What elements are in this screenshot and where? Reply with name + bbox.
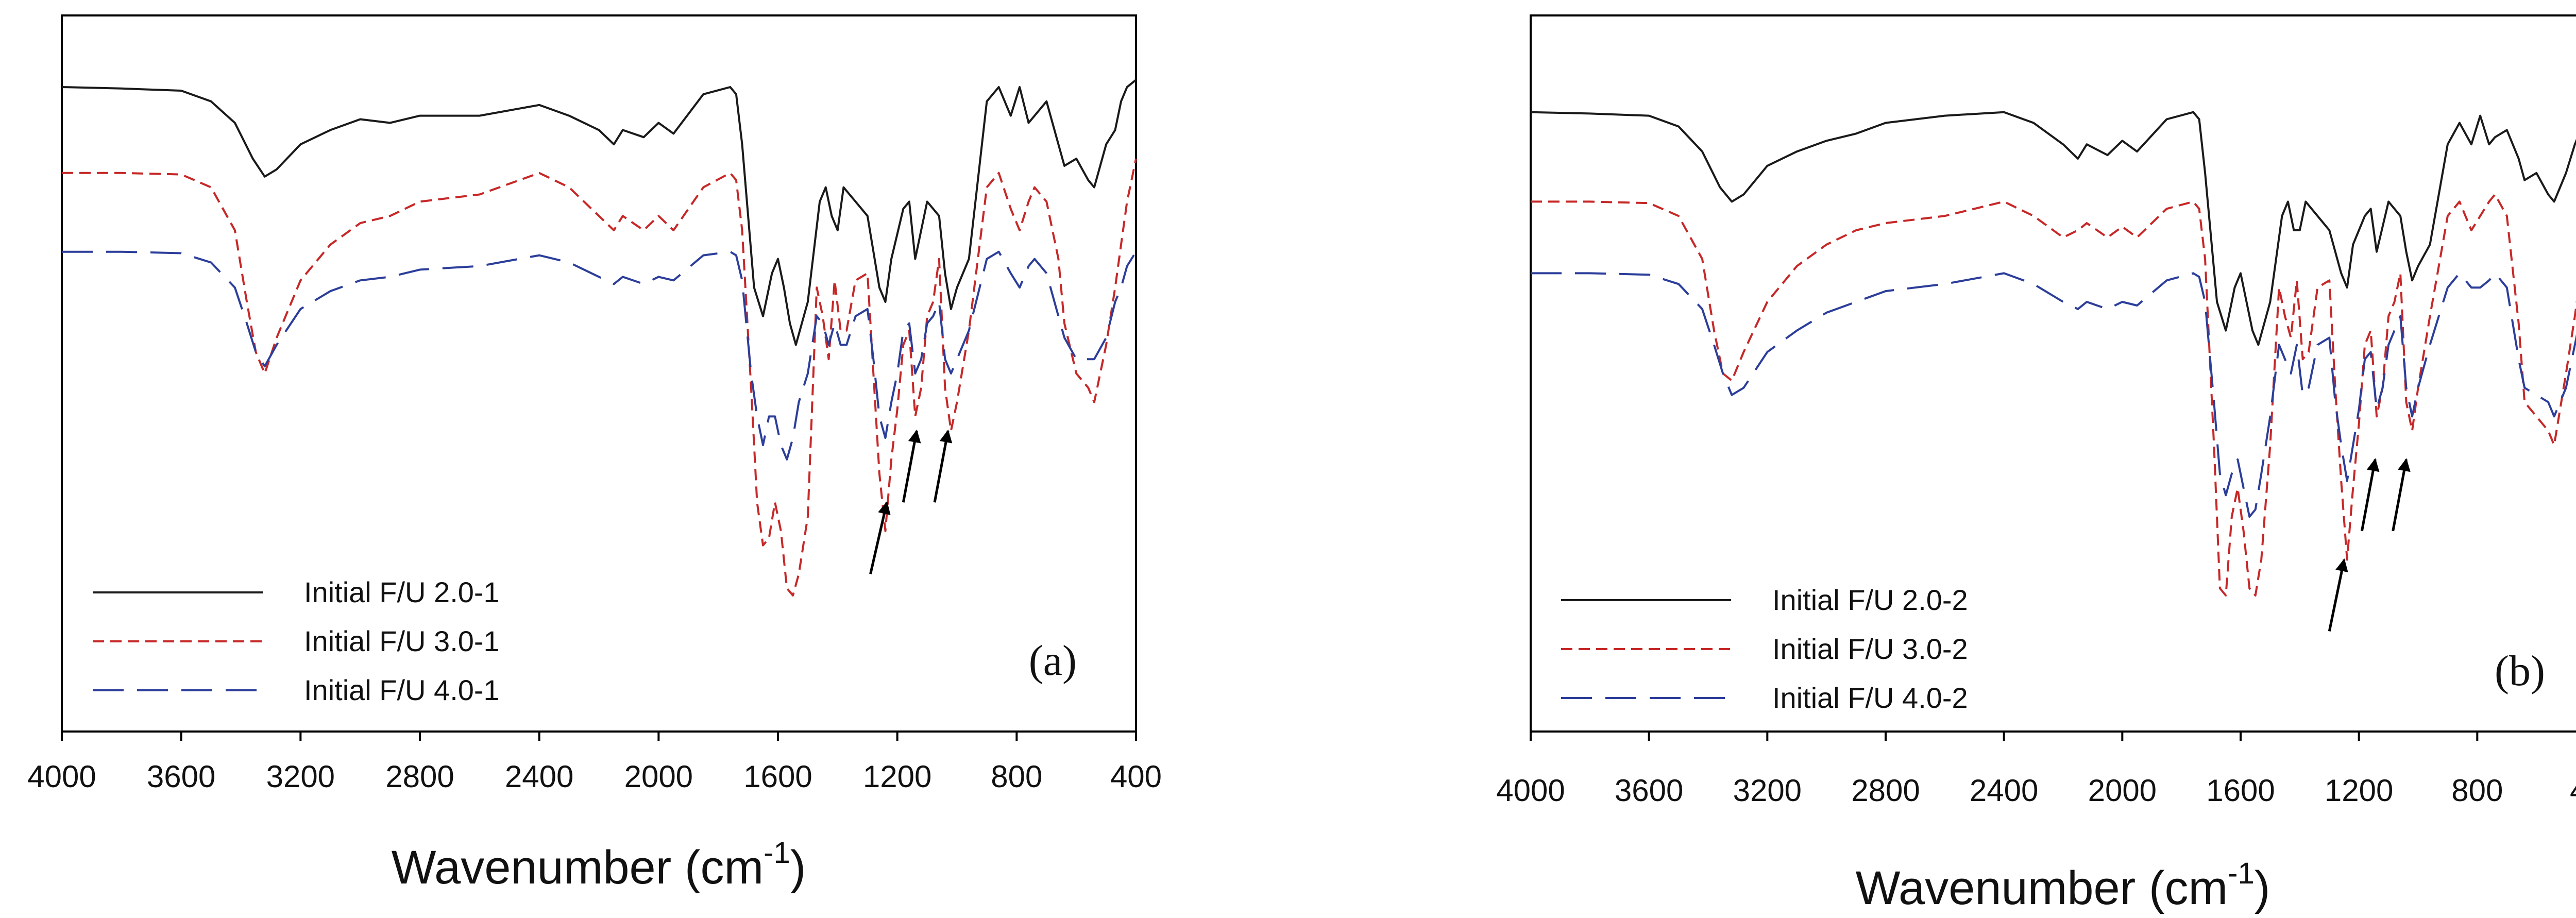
panel-label: (a) xyxy=(1029,637,1077,685)
x-tick-label: 3200 xyxy=(1733,773,1802,808)
chart-panel-b: 4000 3600 3200 2800 2400 2000 1600 1200 800 400 W… xyxy=(1496,14,2576,914)
x-axis: 4000 3600 3200 2800 2400 2000 1600 1200 800 400 xyxy=(1496,732,2576,808)
legend-label-1: Initial F/U 2.0-1 xyxy=(304,576,500,608)
arrow-annotation-3 xyxy=(2392,458,2411,532)
x-axis-title-text: Wavenumber (cm xyxy=(392,841,764,894)
series-layer xyxy=(1530,111,2576,597)
series-line-1 xyxy=(1530,111,2576,346)
arrow-annotation-3 xyxy=(933,429,953,503)
chart-panel-a: 4000 3600 3200 2800 2400 2000 1600 1200 800 400 W… xyxy=(27,14,1162,894)
plot-area-frame xyxy=(1530,14,2576,733)
series-line-2 xyxy=(62,158,1137,597)
annotation-layer xyxy=(2328,458,2411,632)
x-tick-label: 3600 xyxy=(147,759,215,794)
x-axis-title-superscript: -1 xyxy=(764,836,790,870)
arrow-annotation-1 xyxy=(869,501,891,574)
x-tick-label: 2800 xyxy=(1851,773,1920,808)
x-tick-label: 2000 xyxy=(2088,773,2157,808)
x-axis-title: Wavenumber (cm-1) xyxy=(392,836,806,894)
annotation-layer xyxy=(869,429,953,574)
x-tick-label: 400 xyxy=(1110,759,1162,794)
legend-label-3: Initial F/U 4.0-1 xyxy=(304,674,500,706)
x-tick-label: 4000 xyxy=(27,759,96,794)
legend: Initial F/U 2.0-1 Initial F/U 3.0-1 Initia… xyxy=(93,576,500,706)
x-tick-label: 1600 xyxy=(2206,773,2275,808)
legend-label-3: Initial F/U 4.0-2 xyxy=(1772,682,1968,714)
x-axis-title-text: Wavenumber (cm xyxy=(1856,862,2228,914)
x-tick-label: 2400 xyxy=(1970,773,2038,808)
x-tick-label: 400 xyxy=(2570,773,2576,808)
x-axis-title: Wavenumber (cm-1) xyxy=(1856,857,2270,914)
series-line-3 xyxy=(1531,272,2576,518)
series-line-3 xyxy=(62,250,1137,461)
x-axis-title-close: ) xyxy=(2255,862,2270,914)
x-tick-label: 1600 xyxy=(743,759,812,794)
x-axis-title-close: ) xyxy=(790,841,806,894)
legend-label-2: Initial F/U 3.0-1 xyxy=(304,625,500,657)
series-line-2 xyxy=(1531,193,2576,597)
x-tick-label: 2000 xyxy=(624,759,693,794)
arrow-annotation-1 xyxy=(2328,558,2348,632)
series-line-1 xyxy=(61,79,1137,346)
x-tick-label: 1200 xyxy=(863,759,931,794)
x-tick-label: 800 xyxy=(991,759,1042,794)
x-tick-label: 800 xyxy=(2451,773,2503,808)
legend-label-1: Initial F/U 2.0-2 xyxy=(1772,584,1968,616)
legend-label-2: Initial F/U 3.0-2 xyxy=(1772,633,1968,665)
x-axis: 4000 3600 3200 2800 2400 2000 1600 1200 800 400 xyxy=(27,732,1162,794)
x-tick-label: 3600 xyxy=(1615,773,1683,808)
x-tick-label: 2800 xyxy=(385,759,454,794)
x-tick-label: 1200 xyxy=(2325,773,2393,808)
x-tick-label: 4000 xyxy=(1496,773,1565,808)
arrow-annotation-2 xyxy=(2360,458,2380,532)
x-tick-label: 3200 xyxy=(266,759,335,794)
plot-area-frame xyxy=(61,14,1137,733)
series-layer xyxy=(61,79,1137,597)
panel-label: (b) xyxy=(2495,647,2545,695)
x-tick-label: 2400 xyxy=(505,759,573,794)
x-axis-title-superscript: -1 xyxy=(2228,857,2255,890)
arrow-annotation-2 xyxy=(902,429,921,503)
legend: Initial F/U 2.0-2 Initial F/U 3.0-2 Initia… xyxy=(1561,584,1968,714)
